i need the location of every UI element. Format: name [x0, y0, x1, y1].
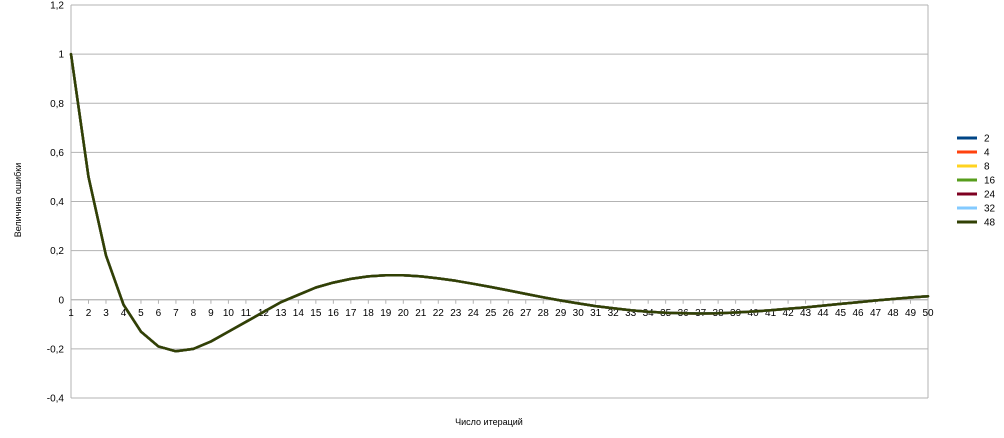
y-axis-label: Величина ошибки	[13, 163, 23, 238]
x-tick-label: 2	[86, 308, 92, 319]
x-tick-label: 32	[608, 308, 620, 319]
legend-label-48: 48	[984, 218, 996, 229]
x-tick-labels: 1 2 3 4 5 6 7 8 9 10 11 12 13 14 15 16 17 18 19 20 21 22 23 24 2…	[68, 308, 934, 319]
x-tick-label: 6	[156, 308, 162, 319]
series-line-48	[69, 52, 930, 353]
y-tick-label: 1	[58, 50, 64, 61]
x-tick-label: 22	[433, 308, 445, 319]
y-tick-label: -0,2	[47, 344, 65, 355]
grid-lines	[70, 4, 929, 399]
x-tick-label: 5	[138, 308, 144, 319]
x-tick-label: 3	[103, 308, 109, 319]
legend-label-16: 16	[984, 176, 996, 187]
x-tick-label: 28	[538, 308, 550, 319]
x-tick-label: 45	[835, 308, 847, 319]
x-tick-label: 13	[275, 308, 287, 319]
x-tick-label: 25	[485, 308, 497, 319]
y-tick-label: -0,4	[47, 394, 65, 405]
x-tick-label: 43	[800, 308, 812, 319]
x-tick-label: 40	[748, 308, 760, 319]
x-tick-label: 29	[555, 308, 567, 319]
x-tick-label: 27	[520, 308, 532, 319]
x-tick-label: 19	[380, 308, 392, 319]
x-tick-label: 20	[398, 308, 410, 319]
x-tick-label: 16	[328, 308, 340, 319]
x-tick-label: 23	[450, 308, 462, 319]
x-tick-label: 33	[625, 308, 637, 319]
x-tick-label: 4	[121, 308, 127, 319]
x-tick-label: 9	[208, 308, 214, 319]
y-tick-label: 0,2	[50, 246, 64, 257]
x-tick-label: 34	[643, 308, 655, 319]
legend-label-24: 24	[984, 190, 996, 201]
x-tick-label: 44	[817, 308, 829, 319]
x-tick-label: 48	[887, 308, 899, 319]
x-tick-label: 30	[573, 308, 585, 319]
legend-label-4: 4	[984, 148, 990, 159]
x-tick-label: 18	[363, 308, 375, 319]
y-tick-label: 0,6	[50, 148, 64, 159]
x-tick-label: 14	[293, 308, 305, 319]
legend-label-32: 32	[984, 204, 996, 215]
x-axis-label: Число итераций	[455, 417, 523, 427]
plot-series	[69, 52, 930, 353]
y-tick-label: 1,2	[50, 1, 64, 12]
y-tick-label: 0	[58, 295, 64, 306]
legend-label-2: 2	[984, 134, 990, 145]
y-tick-label: 0,8	[50, 99, 64, 110]
x-tick-label: 49	[905, 308, 917, 319]
x-tick-label: 41	[765, 308, 777, 319]
x-tick-label: 1	[68, 308, 74, 319]
y-tick-label: 0,4	[50, 197, 64, 208]
x-tick-label: 17	[345, 308, 357, 319]
x-tick-label: 50	[922, 308, 934, 319]
x-tick-label: 8	[191, 308, 197, 319]
x-tick-label: 26	[503, 308, 515, 319]
x-tick-label: 24	[468, 308, 480, 319]
x-tick-label: 10	[223, 308, 235, 319]
x-tick-label: 31	[590, 308, 602, 319]
y-tick-labels: -0,4 -0,2 0 0,2 0,4 0,6 0,8 1 1,2	[47, 1, 65, 405]
x-tick-label: 46	[852, 308, 864, 319]
x-tick-label: 15	[310, 308, 322, 319]
legend-label-8: 8	[984, 162, 990, 173]
x-tick-label: 47	[870, 308, 882, 319]
x-tick-label: 42	[783, 308, 795, 319]
x-tick-label: 11	[241, 308, 252, 319]
x-tick-label: 7	[173, 308, 179, 319]
x-tick-label: 21	[415, 308, 427, 319]
